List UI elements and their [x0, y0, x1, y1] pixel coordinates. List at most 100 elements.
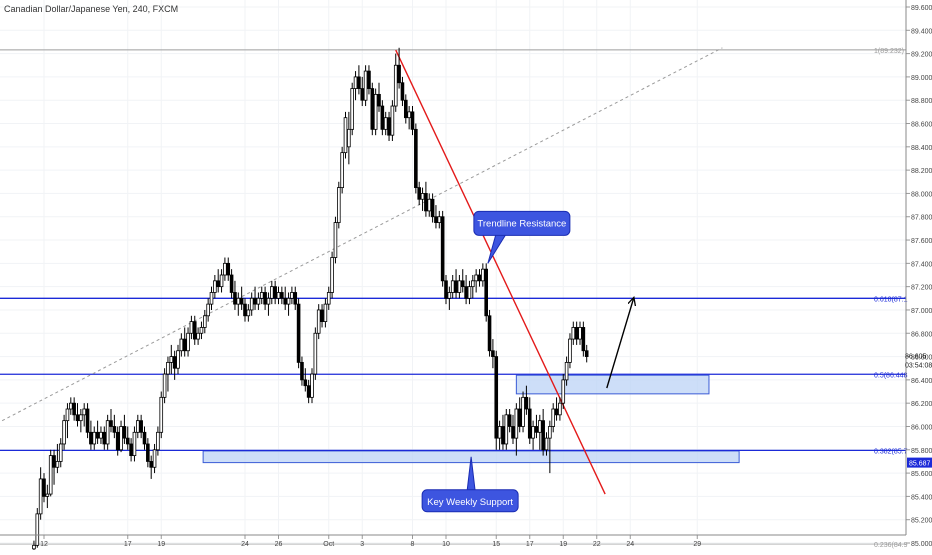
price-scale-label: 86.605: [905, 353, 927, 360]
candle-down: [95, 431, 100, 439]
candle-up: [313, 332, 318, 375]
candle-down: [460, 280, 465, 288]
candle-up: [246, 309, 251, 317]
fib-line-0382-label: 0.382(85.7: [874, 448, 908, 455]
candle-up: [65, 408, 70, 422]
candle-up: [223, 262, 227, 276]
candle-down: [541, 420, 545, 451]
candle-down: [142, 431, 147, 445]
candle-down: [554, 408, 559, 416]
forecast-arrow: [606, 298, 634, 389]
candle-down: [139, 420, 143, 433]
candle-up: [343, 117, 348, 154]
candle-down: [387, 117, 391, 136]
candle-up: [55, 461, 60, 468]
y-tick-label: 85.800: [911, 448, 932, 455]
x-tick-label: 17: [526, 541, 534, 548]
candle-up: [32, 544, 36, 550]
candle-up: [202, 315, 207, 328]
candle-up: [249, 297, 254, 311]
candle-up: [538, 420, 542, 433]
support-callout-box: [421, 489, 519, 513]
y-tick-label: 87.400: [911, 261, 932, 268]
x-tick-label: 15: [492, 541, 500, 548]
candle-down: [172, 356, 177, 369]
candle-down: [226, 262, 231, 276]
candle-up: [467, 286, 472, 299]
y-tick-label: 85.600: [911, 471, 932, 478]
candle-down: [75, 414, 80, 422]
candle-up: [276, 292, 281, 299]
x-tick-label: 3: [360, 541, 364, 548]
candle-up: [92, 431, 97, 445]
candle-down: [306, 385, 311, 398]
candle-down: [410, 111, 415, 130]
candle-up: [578, 327, 582, 340]
candle-down: [400, 82, 405, 101]
candle-down: [293, 292, 298, 305]
candle-up: [427, 198, 432, 212]
candle-up: [420, 193, 425, 200]
candle-down: [370, 88, 375, 130]
candle-up: [470, 280, 475, 288]
candle-up: [544, 437, 549, 451]
candle-down: [397, 64, 401, 84]
x-tick-label: 19: [559, 541, 567, 548]
current-price-label: 85.687: [909, 461, 931, 468]
candle-up: [564, 361, 569, 381]
candle-up: [69, 402, 73, 410]
candle-down: [85, 408, 90, 433]
candle-down: [233, 292, 237, 305]
candle-up: [336, 187, 341, 223]
candle-down: [300, 361, 304, 381]
candle-down: [216, 280, 221, 288]
candle-down: [283, 297, 287, 305]
candle-up: [571, 327, 576, 340]
candle-down: [273, 286, 277, 299]
candle-up: [407, 111, 411, 119]
y-tick-label: 86.800: [911, 331, 932, 338]
candle-up: [219, 274, 224, 288]
x-tick-label: 24: [626, 541, 634, 548]
candle-down: [182, 338, 187, 352]
candle-up: [35, 513, 40, 546]
candle-up: [269, 286, 274, 299]
candle-down: [574, 327, 579, 340]
candle-down: [263, 292, 267, 305]
candle-up: [568, 338, 572, 363]
candle-down: [52, 455, 56, 468]
y-tick-label: 88.400: [911, 145, 932, 152]
candle-up: [383, 117, 388, 130]
candle-up: [558, 402, 562, 416]
candle-up: [162, 373, 167, 398]
candle-down: [229, 274, 234, 293]
candle-up: [213, 280, 217, 293]
candle-up: [323, 303, 328, 323]
x-tick-label: 8: [411, 541, 415, 548]
y-tick-label: 89.000: [911, 75, 932, 82]
candle-down: [517, 408, 522, 427]
candle-up: [290, 292, 294, 299]
y-tick-label: 88.800: [911, 98, 932, 105]
trendline-resistance: [395, 49, 606, 495]
candle-down: [440, 216, 445, 282]
chart-title: Canadian Dollar/Japanese Yen, 240, FXCM: [4, 4, 179, 14]
candle-up: [79, 414, 83, 422]
candle-up: [186, 332, 190, 352]
candle-down: [72, 402, 76, 416]
candle-down: [125, 437, 130, 445]
candle-down: [494, 356, 499, 439]
candle-down: [584, 350, 589, 357]
candle-down: [102, 431, 107, 445]
candle-down: [122, 426, 127, 439]
x-tick-label: 19: [157, 541, 165, 548]
candle-down: [367, 70, 371, 89]
candle-down: [524, 396, 529, 410]
y-tick-label: 89.400: [911, 28, 932, 35]
x-tick-label: 10: [442, 541, 450, 548]
candle-down: [464, 286, 468, 299]
candle-up: [514, 408, 519, 439]
candle-down: [511, 426, 515, 439]
